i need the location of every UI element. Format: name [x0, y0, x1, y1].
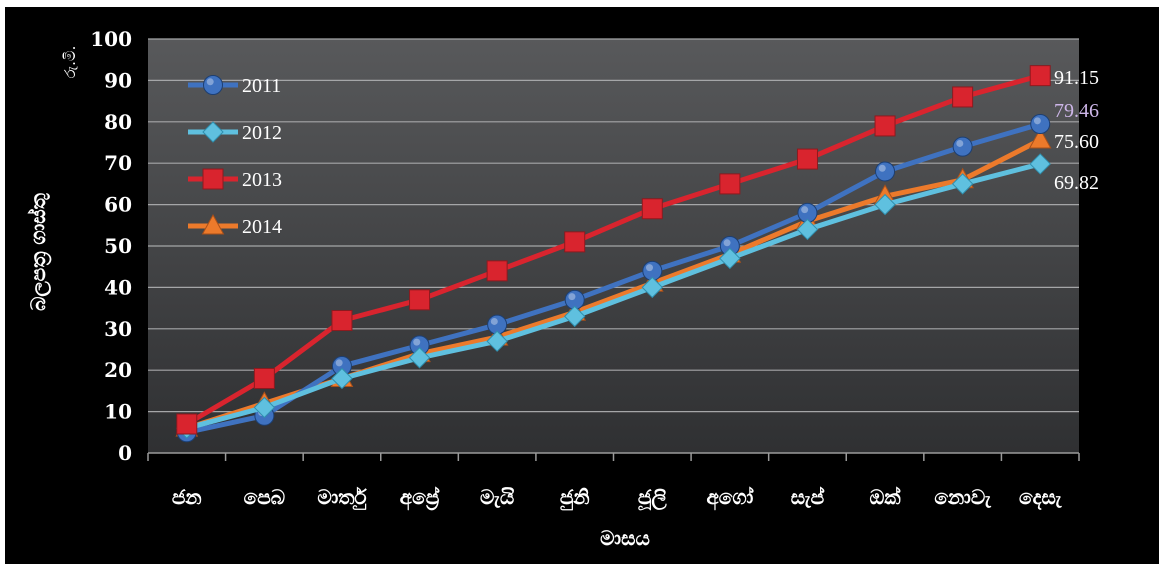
end-value-label: 79.46 — [1054, 100, 1099, 122]
series-group — [175, 65, 1052, 443]
legend-item-2011: 2011 — [188, 75, 281, 97]
point-highlight — [413, 338, 421, 346]
x-tick-label: පෙබ — [244, 485, 285, 509]
data-point — [952, 136, 973, 157]
y-tick-label: 90 — [104, 68, 132, 92]
line-chart: 0 10 20 30 40 50 60 70 80 90 100 ජන පෙබ මාර්තු අප්‍රේ ම… — [26, 27, 1099, 550]
data-point — [202, 121, 224, 143]
end-value-label: 91.15 — [1054, 67, 1099, 89]
legend-label: 2013 — [242, 169, 282, 191]
data-point — [796, 148, 818, 170]
x-tick-label: මාර්තු — [317, 485, 367, 511]
data-point — [1029, 65, 1051, 87]
data-point — [408, 347, 431, 369]
x-tick-label: ඔක් — [870, 485, 902, 509]
data-point — [641, 198, 663, 220]
legend-label: 2011 — [242, 75, 281, 97]
legend-item-2012: 2012 — [188, 121, 282, 144]
point-highlight — [878, 164, 886, 172]
end-value-label: 69.82 — [1054, 172, 1099, 194]
x-tick-label: නොවැ — [934, 485, 992, 509]
point-highlight — [645, 264, 653, 272]
x-tick-label: මැයි — [480, 485, 514, 509]
y-tick-label: 40 — [104, 275, 132, 299]
x-tick-label: සැප් — [791, 485, 825, 509]
data-point — [409, 289, 431, 311]
x-tick-label: දෙසැ — [1019, 485, 1063, 510]
data-point — [176, 413, 198, 435]
x-axis-title: මාසය — [600, 526, 650, 550]
data-point — [201, 213, 225, 235]
data-point — [486, 260, 508, 282]
point-highlight — [956, 139, 964, 147]
y-tick-label: 10 — [104, 400, 132, 424]
data-point — [874, 115, 896, 137]
y-tick-label: 0 — [118, 441, 132, 465]
unit-label: රු.මි. — [61, 46, 79, 79]
data-point — [875, 161, 896, 182]
chart-frame: 0 10 20 30 40 50 60 70 80 90 100 ජන පෙබ මාර්තු අප්‍රේ ම… — [5, 7, 1159, 564]
legend-label: 2012 — [242, 122, 282, 144]
y-tick-label: 80 — [104, 110, 132, 134]
data-point — [331, 367, 353, 390]
data-point — [874, 193, 896, 216]
y-tick-label: 60 — [104, 193, 132, 217]
x-tick-label: අප්‍රේ — [400, 485, 440, 512]
x-tick-label: අගෝ — [706, 485, 754, 511]
data-point — [331, 310, 353, 332]
series-2012 — [176, 153, 1051, 439]
legend-label: 2014 — [242, 216, 282, 238]
point-highlight — [723, 239, 731, 247]
data-point — [1028, 127, 1052, 149]
y-tick-label: 30 — [104, 317, 132, 341]
data-point — [564, 305, 586, 328]
legend-item-2013: 2013 — [188, 168, 282, 191]
point-highlight — [801, 206, 809, 214]
data-point — [564, 231, 586, 253]
series-line — [184, 161, 1043, 431]
gridlines — [148, 38, 1079, 413]
y-tick-label: 50 — [104, 234, 132, 258]
data-point — [203, 75, 223, 95]
tick-labels: 0 10 20 30 40 50 60 70 80 90 100 ජන පෙබ මාර්තු අප්‍රේ ම… — [90, 27, 1063, 512]
data-point — [951, 173, 974, 195]
legend: 2011 2012 2013 2014 — [188, 75, 282, 238]
data-point — [486, 330, 508, 352]
point-highlight — [206, 78, 214, 86]
data-point — [796, 218, 819, 241]
data-point — [1030, 114, 1051, 135]
x-tick-label: ජන — [172, 485, 202, 509]
data-point — [253, 367, 275, 389]
y-axis-title: බලපත්‍ර ගාස්තු — [26, 192, 53, 311]
series-line — [184, 73, 1043, 427]
data-point — [719, 173, 741, 195]
y-tick-label: 20 — [104, 358, 132, 382]
x-axis — [147, 452, 1080, 461]
point-highlight — [335, 359, 343, 367]
data-point — [719, 247, 741, 270]
data-point — [202, 168, 224, 190]
y-tick-label: 100 — [90, 27, 132, 51]
data-point — [641, 276, 663, 299]
legend-item-2014: 2014 — [188, 213, 282, 238]
data-point — [253, 396, 276, 419]
point-highlight — [490, 317, 498, 325]
end-value-labels: 91.15 79.46 75.60 69.82 — [1054, 67, 1099, 194]
end-value-label: 75.60 — [1054, 131, 1099, 153]
point-highlight — [568, 293, 576, 301]
series-line — [184, 121, 1043, 435]
y-tick-label: 70 — [104, 151, 132, 175]
data-point — [1029, 153, 1051, 175]
point-highlight — [1033, 117, 1041, 125]
data-point — [952, 86, 974, 108]
x-tick-label: ජූලි — [637, 485, 667, 512]
series-2013 — [176, 65, 1051, 435]
x-tick-label: ජුනි — [559, 485, 589, 512]
